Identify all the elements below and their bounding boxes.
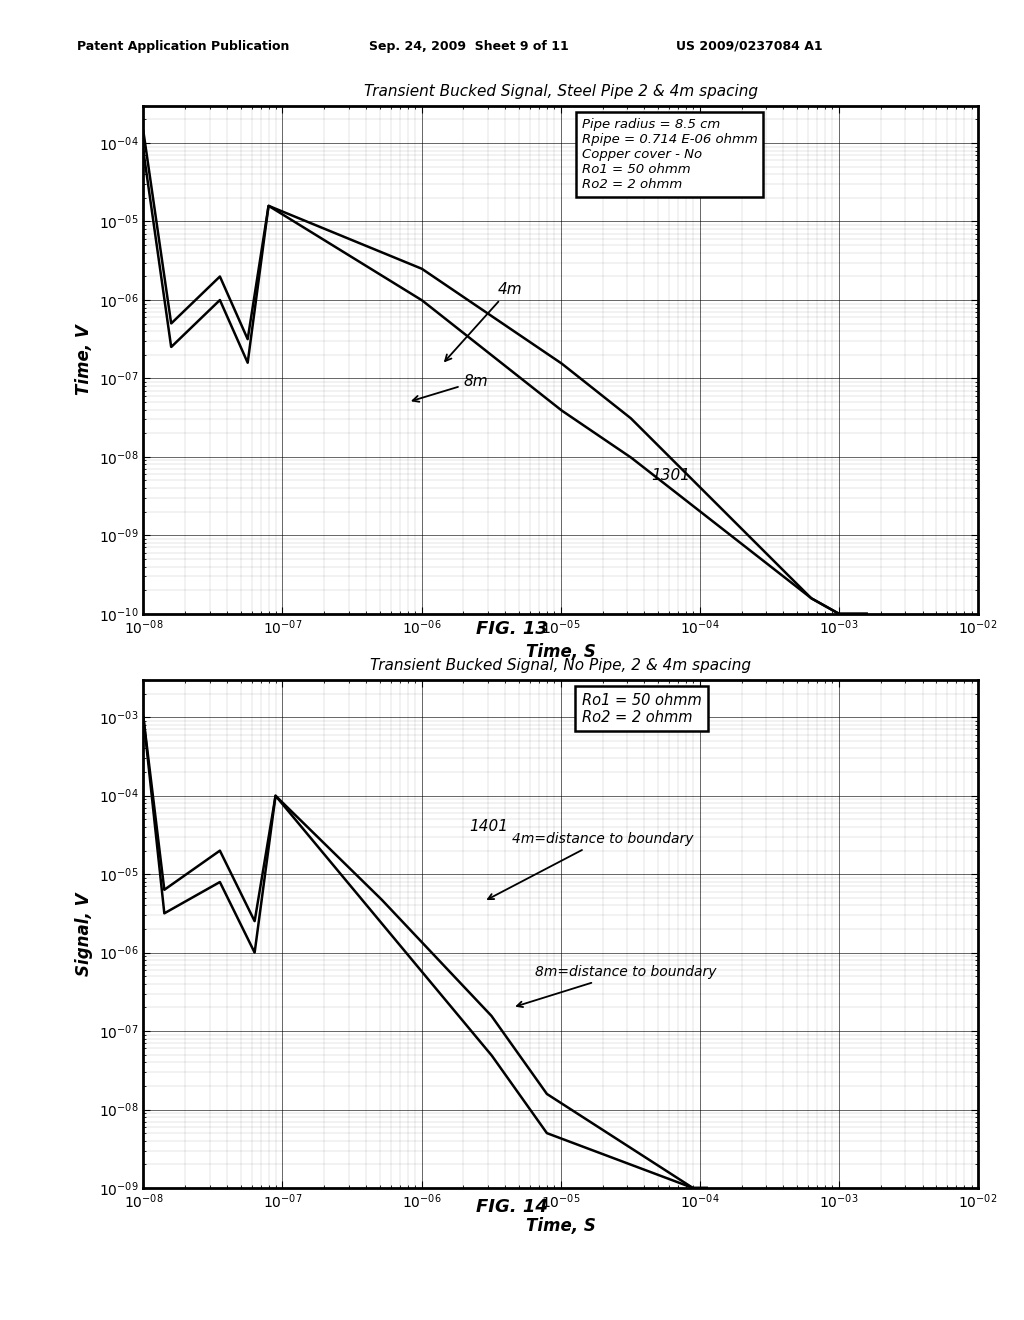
Y-axis label: Time, V: Time, V [76, 325, 93, 395]
X-axis label: Time, S: Time, S [525, 1217, 596, 1236]
Text: 1301: 1301 [651, 469, 690, 483]
Text: 8m=distance to boundary: 8m=distance to boundary [517, 965, 716, 1007]
Text: 4m: 4m [445, 281, 522, 362]
Text: Sep. 24, 2009  Sheet 9 of 11: Sep. 24, 2009 Sheet 9 of 11 [369, 40, 568, 53]
Text: FIG. 14: FIG. 14 [476, 1197, 548, 1216]
Title: Transient Bucked Signal, Steel Pipe 2 & 4m spacing: Transient Bucked Signal, Steel Pipe 2 & … [364, 84, 758, 99]
Text: Ro1 = 50 ohmm
Ro2 = 2 ohmm: Ro1 = 50 ohmm Ro2 = 2 ohmm [582, 693, 701, 725]
Text: Pipe radius = 8.5 cm
Rpipe = 0.714 E-06 ohmm
Copper cover - No
Ro1 = 50 ohmm
Ro2: Pipe radius = 8.5 cm Rpipe = 0.714 E-06 … [582, 119, 758, 191]
X-axis label: Time, S: Time, S [525, 643, 596, 661]
Y-axis label: Signal, V: Signal, V [76, 892, 93, 975]
Text: 8m: 8m [413, 374, 488, 401]
Text: US 2009/0237084 A1: US 2009/0237084 A1 [676, 40, 822, 53]
Text: FIG. 13: FIG. 13 [476, 619, 548, 638]
Text: 4m=distance to boundary: 4m=distance to boundary [488, 832, 694, 899]
Text: 1401: 1401 [469, 820, 508, 834]
Title: Transient Bucked Signal, No Pipe, 2 & 4m spacing: Transient Bucked Signal, No Pipe, 2 & 4m… [370, 659, 752, 673]
Text: Patent Application Publication: Patent Application Publication [77, 40, 289, 53]
